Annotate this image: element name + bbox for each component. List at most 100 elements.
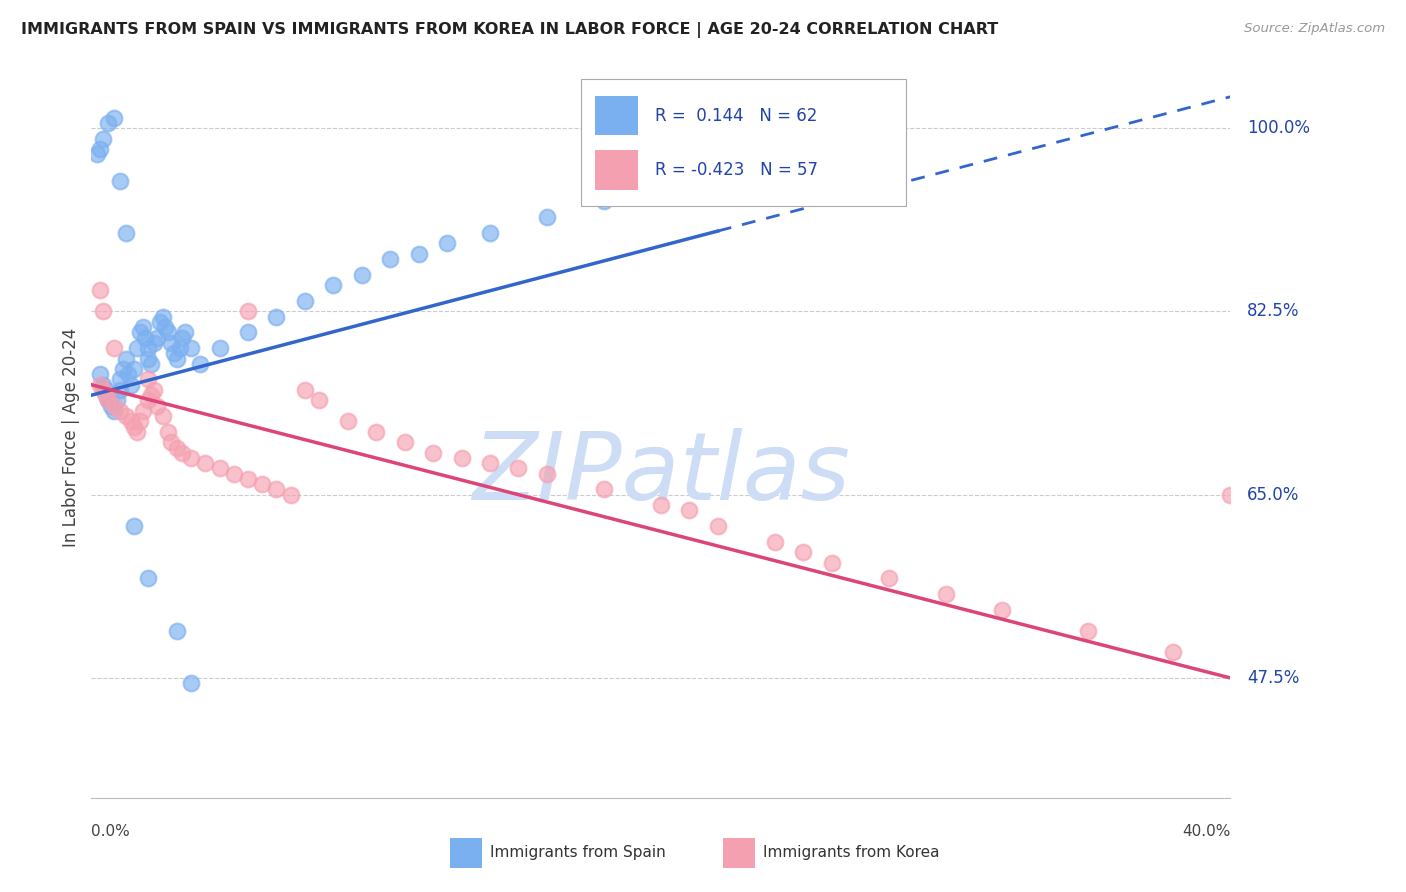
Point	[436, 236, 458, 251]
Point	[105, 393, 128, 408]
Point	[100, 399, 122, 413]
Point	[478, 226, 502, 240]
Point	[134, 330, 156, 344]
FancyBboxPatch shape	[724, 838, 755, 869]
Text: 65.0%: 65.0%	[1247, 485, 1299, 504]
Text: Immigrants from Spain: Immigrants from Spain	[489, 845, 666, 860]
Point	[91, 383, 114, 397]
Point	[266, 310, 288, 324]
Point	[706, 519, 728, 533]
Point	[536, 210, 558, 224]
Point	[125, 425, 148, 439]
Point	[94, 388, 117, 402]
Point	[188, 357, 211, 371]
Point	[394, 435, 416, 450]
Point	[152, 409, 174, 424]
Point	[593, 483, 616, 497]
Text: 40.0%: 40.0%	[1182, 823, 1230, 838]
Point	[322, 278, 344, 293]
Point	[308, 393, 330, 408]
Point	[792, 545, 814, 559]
Point	[350, 268, 373, 282]
Point	[143, 383, 166, 397]
Point	[138, 393, 160, 408]
Point	[131, 404, 153, 418]
Point	[114, 351, 136, 366]
Point	[1077, 624, 1099, 638]
Point	[450, 450, 472, 465]
Point	[706, 169, 728, 183]
Point	[422, 446, 444, 460]
Point	[122, 419, 145, 434]
Point	[294, 293, 316, 308]
Text: 100.0%: 100.0%	[1247, 120, 1310, 137]
Point	[160, 435, 183, 450]
Point	[174, 326, 197, 340]
Point	[128, 326, 150, 340]
Point	[108, 173, 131, 187]
Point	[180, 676, 202, 690]
Point	[141, 357, 163, 371]
Point	[991, 603, 1014, 617]
Text: R =  0.144   N = 62: R = 0.144 N = 62	[655, 106, 817, 125]
Point	[149, 315, 172, 329]
Point	[478, 456, 502, 470]
Point	[166, 351, 188, 366]
Point	[266, 483, 288, 497]
Point	[169, 341, 191, 355]
Point	[194, 456, 217, 470]
Point	[934, 587, 956, 601]
Point	[155, 320, 177, 334]
Point	[146, 330, 169, 344]
Point	[125, 341, 148, 355]
Point	[97, 393, 120, 408]
Point	[103, 341, 125, 355]
Point	[208, 341, 231, 355]
Point	[208, 461, 231, 475]
Point	[166, 441, 188, 455]
Point	[763, 534, 786, 549]
Point	[180, 341, 202, 355]
Point	[143, 335, 166, 350]
Point	[89, 368, 111, 382]
Point	[89, 377, 111, 392]
Point	[157, 326, 180, 340]
Point	[128, 414, 150, 428]
Point	[97, 393, 120, 408]
Point	[222, 467, 245, 481]
Point	[408, 247, 430, 261]
Point	[294, 383, 316, 397]
Point	[131, 320, 153, 334]
Point	[250, 477, 273, 491]
Text: ZIPatlas: ZIPatlas	[472, 427, 849, 519]
Point	[163, 346, 186, 360]
Point	[336, 414, 359, 428]
Text: Source: ZipAtlas.com: Source: ZipAtlas.com	[1244, 22, 1385, 36]
Point	[108, 383, 131, 397]
FancyBboxPatch shape	[595, 150, 638, 190]
Point	[114, 226, 136, 240]
FancyBboxPatch shape	[595, 95, 638, 136]
Point	[89, 284, 111, 298]
Point	[1161, 645, 1184, 659]
Text: Immigrants from Korea: Immigrants from Korea	[763, 845, 939, 860]
Point	[280, 488, 302, 502]
Point	[763, 153, 786, 167]
Point	[103, 399, 125, 413]
Point	[146, 399, 169, 413]
Point	[157, 425, 180, 439]
FancyBboxPatch shape	[450, 838, 482, 869]
Point	[138, 351, 160, 366]
Point	[236, 304, 259, 318]
Point	[821, 556, 844, 570]
Point	[97, 116, 120, 130]
Point	[678, 503, 700, 517]
Text: 0.0%: 0.0%	[91, 823, 131, 838]
Point	[111, 362, 134, 376]
Point	[122, 519, 145, 533]
Point	[152, 310, 174, 324]
Point	[117, 368, 139, 382]
Point	[141, 388, 163, 402]
Point	[122, 362, 145, 376]
Point	[650, 184, 672, 198]
